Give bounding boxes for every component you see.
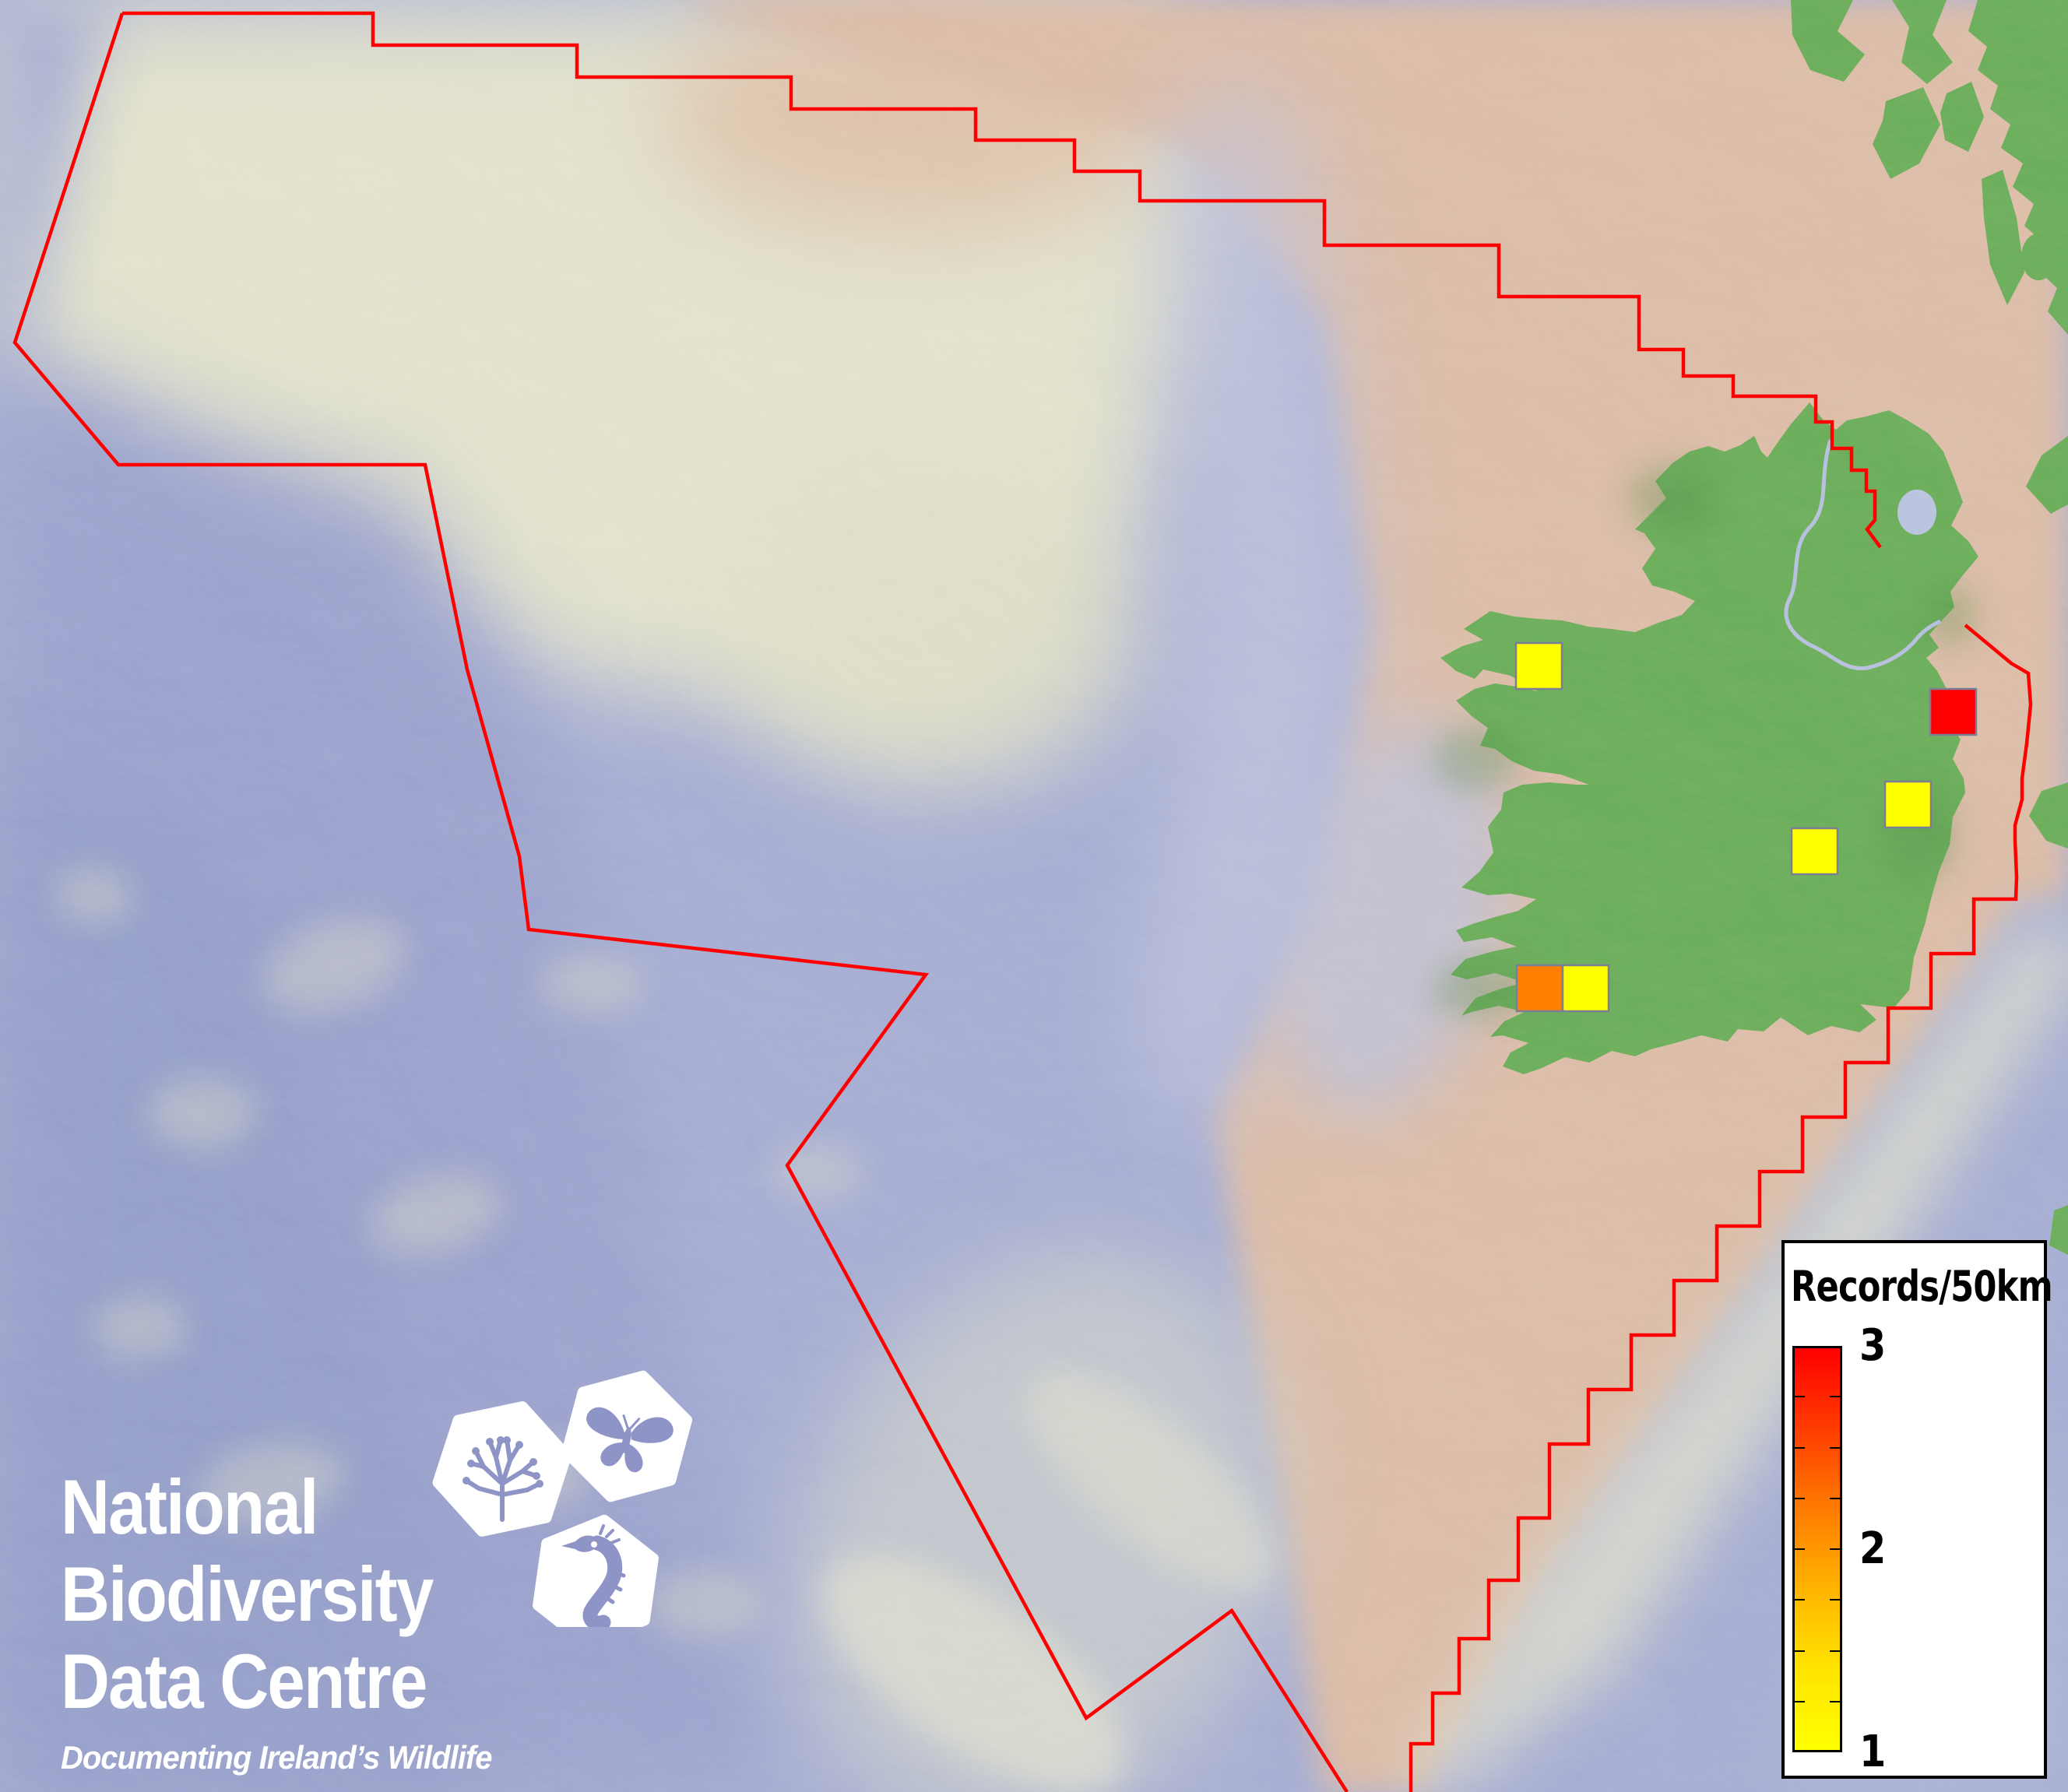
logo-tagline: Documenting Ireland’s Wildlife (61, 1739, 492, 1776)
legend-tick (1830, 1396, 1840, 1398)
legend-label: 1 (1859, 1727, 1887, 1777)
designated-area-boundary (12, 11, 2033, 1792)
legend-tick (1830, 1599, 1840, 1601)
record-cell[interactable] (1883, 780, 1933, 829)
boundary-line (122, 11, 1882, 549)
seahorse-hexagon (533, 1514, 659, 1627)
legend-tick (1830, 1700, 1840, 1702)
tree-icon (462, 1436, 543, 1522)
legend-tick (1795, 1700, 1805, 1702)
legend-label: 2 (1859, 1523, 1887, 1574)
legend-tick (1795, 1599, 1805, 1601)
logo-hexagons (432, 1370, 693, 1627)
logo-line-2: Biodiversity (61, 1551, 434, 1637)
legend-tick (1830, 1650, 1840, 1652)
boundary-line (1409, 624, 2033, 1792)
record-cell[interactable] (1515, 964, 1564, 1013)
logo-line-1: National (61, 1463, 318, 1550)
legend-tick (1795, 1396, 1805, 1398)
legend-title: Records/50km (1791, 1262, 2053, 1311)
legend-tick (1830, 1446, 1840, 1449)
record-cell[interactable] (1929, 687, 1978, 736)
legend-tick (1795, 1497, 1805, 1499)
record-cell[interactable] (1790, 827, 1839, 876)
record-squares (1514, 641, 1978, 1013)
legend-tick (1830, 1497, 1840, 1499)
record-cell[interactable] (1514, 641, 1563, 690)
butterfly-icon (586, 1407, 674, 1473)
logo-line-3: Data Centre (61, 1638, 427, 1724)
legend-label: 3 (1859, 1320, 1887, 1371)
legend-tick (1795, 1650, 1805, 1652)
boundary-line (12, 12, 1349, 1792)
record-cell[interactable] (1561, 964, 1610, 1013)
legend-tick (1795, 1446, 1805, 1449)
legend-tick (1830, 1548, 1840, 1550)
legend-panel: Records/50km 3 2 1 (1781, 1240, 2053, 1779)
seahorse-icon (561, 1524, 626, 1627)
legend-tick (1795, 1548, 1805, 1550)
